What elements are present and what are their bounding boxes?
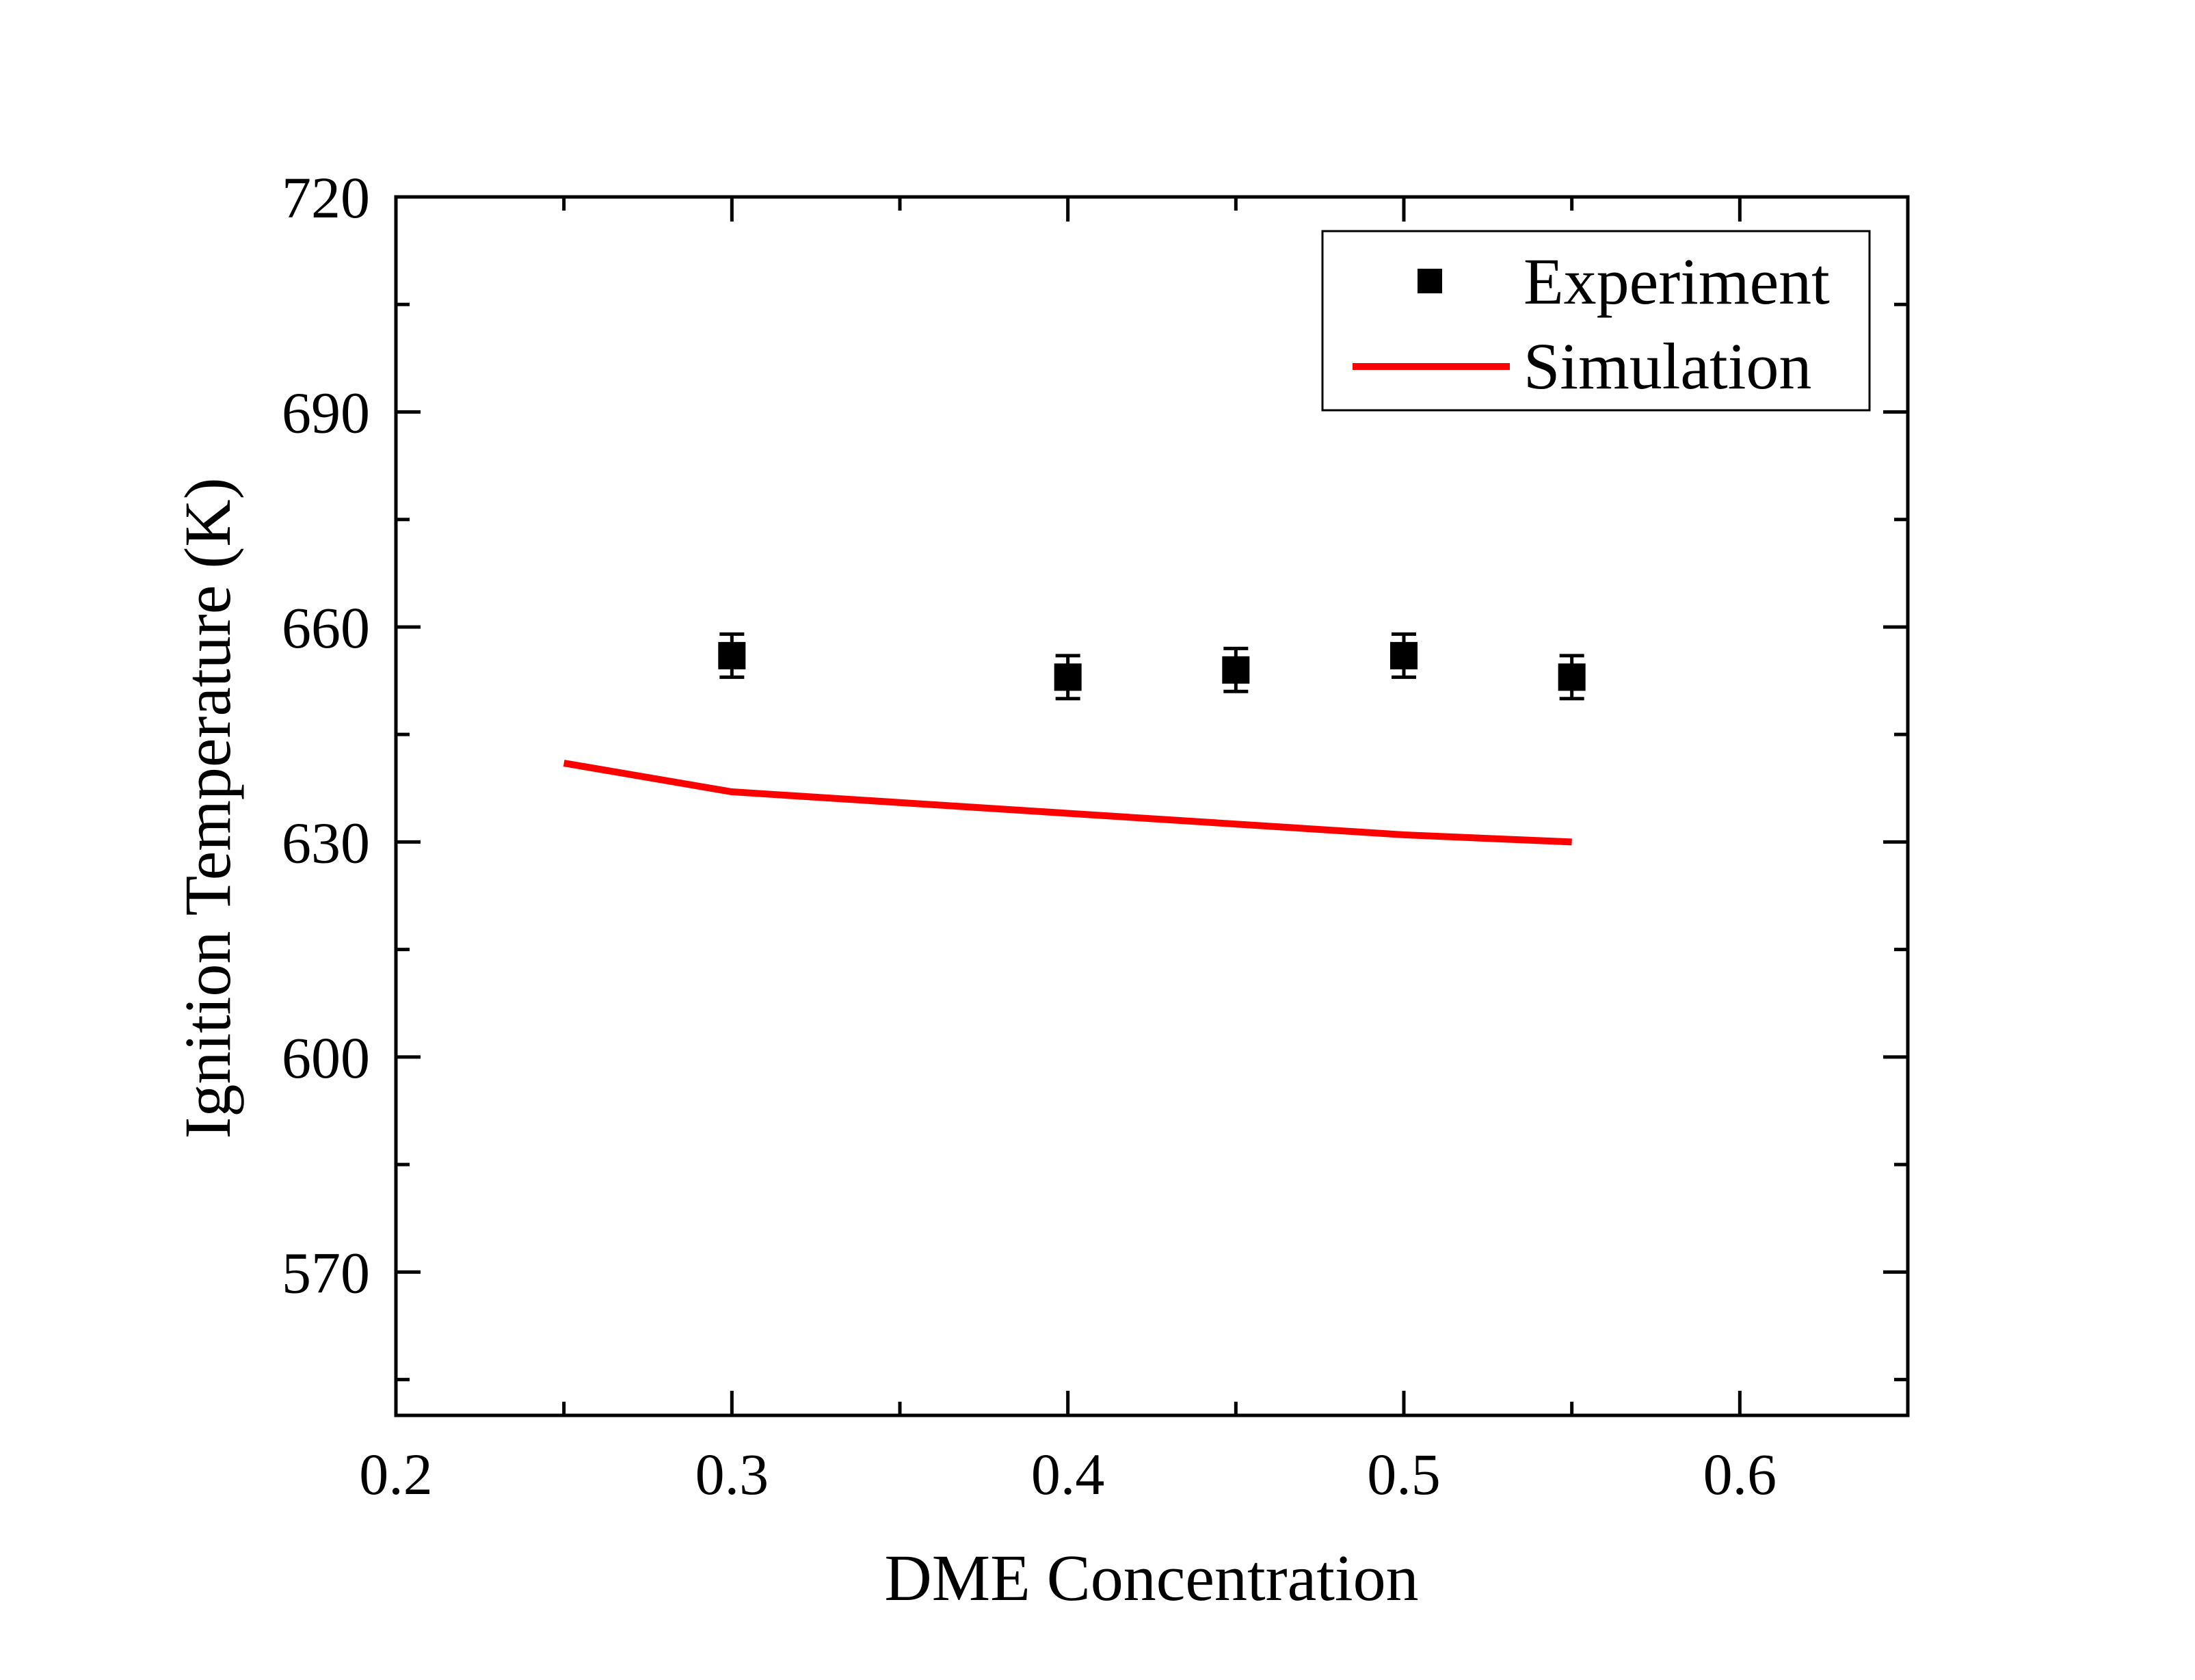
experiment-point (1054, 663, 1082, 691)
legend-box (1321, 230, 1871, 412)
legend-label-simulation: Simulation (1524, 330, 1811, 403)
experiment-point (1222, 656, 1250, 684)
y-tick-label: 720 (282, 165, 370, 230)
y-axis-label: Ignition Temperature (K) (171, 477, 244, 1138)
x-tick-label: 0.4 (1031, 1441, 1105, 1507)
y-tick-label: 570 (282, 1240, 370, 1305)
legend-marker-experiment (1418, 269, 1442, 293)
experiment-series (718, 632, 1586, 701)
simulation-line (563, 760, 1572, 846)
experiment-point (1558, 663, 1586, 691)
simulation-series (563, 760, 1572, 846)
x-tick-label: 0.6 (1703, 1441, 1777, 1507)
legend: Experiment Simulation (1321, 230, 1871, 412)
plot-frame (394, 195, 1910, 1417)
y-tick-label: 660 (282, 595, 370, 661)
experiment-point (718, 641, 746, 669)
x-tick-label: 0.2 (359, 1441, 433, 1507)
x-axis-label: DME Concentration (884, 1541, 1418, 1614)
y-tick-labels: 570 600 630 660 690 720 (282, 165, 370, 1305)
x-tick-label: 0.3 (695, 1441, 769, 1507)
legend-label-experiment: Experiment (1524, 245, 1830, 318)
x-tick-label: 0.5 (1367, 1441, 1441, 1507)
x-tick-labels: 0.2 0.3 0.4 0.5 0.6 (359, 1441, 1777, 1507)
experiment-point (1390, 641, 1418, 669)
y-tick-label: 690 (282, 379, 370, 445)
y-tick-label: 600 (282, 1025, 370, 1091)
y-tick-label: 630 (282, 810, 370, 875)
